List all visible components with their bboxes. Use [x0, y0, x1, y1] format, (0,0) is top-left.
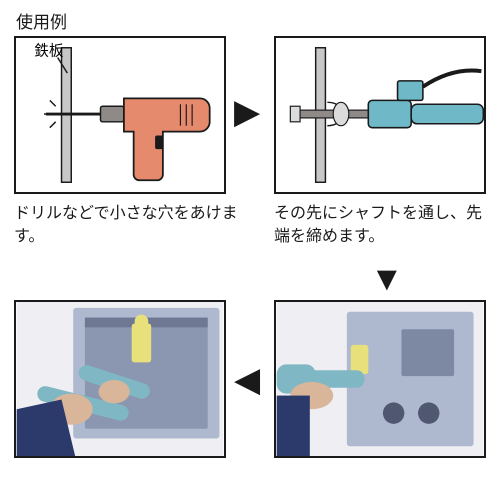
punch-head: [351, 345, 369, 374]
tool-body: [411, 104, 483, 123]
round-hole-2: [418, 402, 439, 423]
arrow-left-icon: ▶: [234, 360, 260, 400]
arrow-right-icon: ▶: [234, 92, 260, 132]
drill-chuck: [101, 106, 124, 122]
square-cutout: [401, 329, 454, 376]
caption-step-2: その先にシャフトを通し、先端を締めます。: [274, 202, 494, 248]
round-hole-1: [383, 402, 404, 423]
page-title: 使用例: [16, 8, 67, 33]
end-nut: [290, 106, 300, 122]
caption-step-1: ドリルなどで小さな穴をあけます。: [14, 202, 244, 248]
punch-knob: [135, 315, 149, 329]
drill-illustration: 鉄板: [16, 38, 224, 192]
drill-body: [124, 98, 210, 180]
panel-step-1: 鉄板: [14, 36, 226, 194]
hose: [423, 70, 481, 86]
panel-step-3: [274, 300, 486, 458]
tool-head: [368, 100, 411, 127]
panel-step-2: [274, 36, 486, 194]
hydraulic-tool-illustration: [276, 38, 484, 192]
hand-2: [99, 380, 130, 403]
iron-plate-label: 鉄板: [34, 42, 64, 60]
drill-trigger: [155, 135, 163, 149]
panel-step-4: [14, 300, 226, 458]
arrow-down-icon: ▼: [370, 260, 404, 299]
photo-punch-open-enclosure: [16, 302, 224, 456]
sleeve: [277, 396, 310, 456]
punch-head: [132, 323, 151, 362]
photo-punch-closed-enclosure: [276, 302, 484, 456]
valve-block: [398, 81, 423, 100]
